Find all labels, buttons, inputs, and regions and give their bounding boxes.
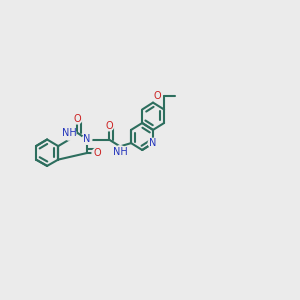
Circle shape [104, 121, 114, 131]
Circle shape [72, 114, 82, 124]
Text: O: O [73, 114, 81, 124]
Circle shape [92, 148, 102, 158]
Text: NH: NH [112, 147, 128, 158]
Circle shape [113, 146, 127, 159]
Text: O: O [93, 148, 101, 158]
Circle shape [63, 127, 76, 140]
Circle shape [148, 138, 158, 148]
Circle shape [153, 91, 162, 101]
Circle shape [82, 135, 92, 144]
Text: N: N [83, 134, 91, 145]
Text: N: N [149, 138, 157, 148]
Text: NH: NH [62, 128, 77, 139]
Text: O: O [105, 121, 113, 131]
Text: O: O [154, 91, 161, 101]
